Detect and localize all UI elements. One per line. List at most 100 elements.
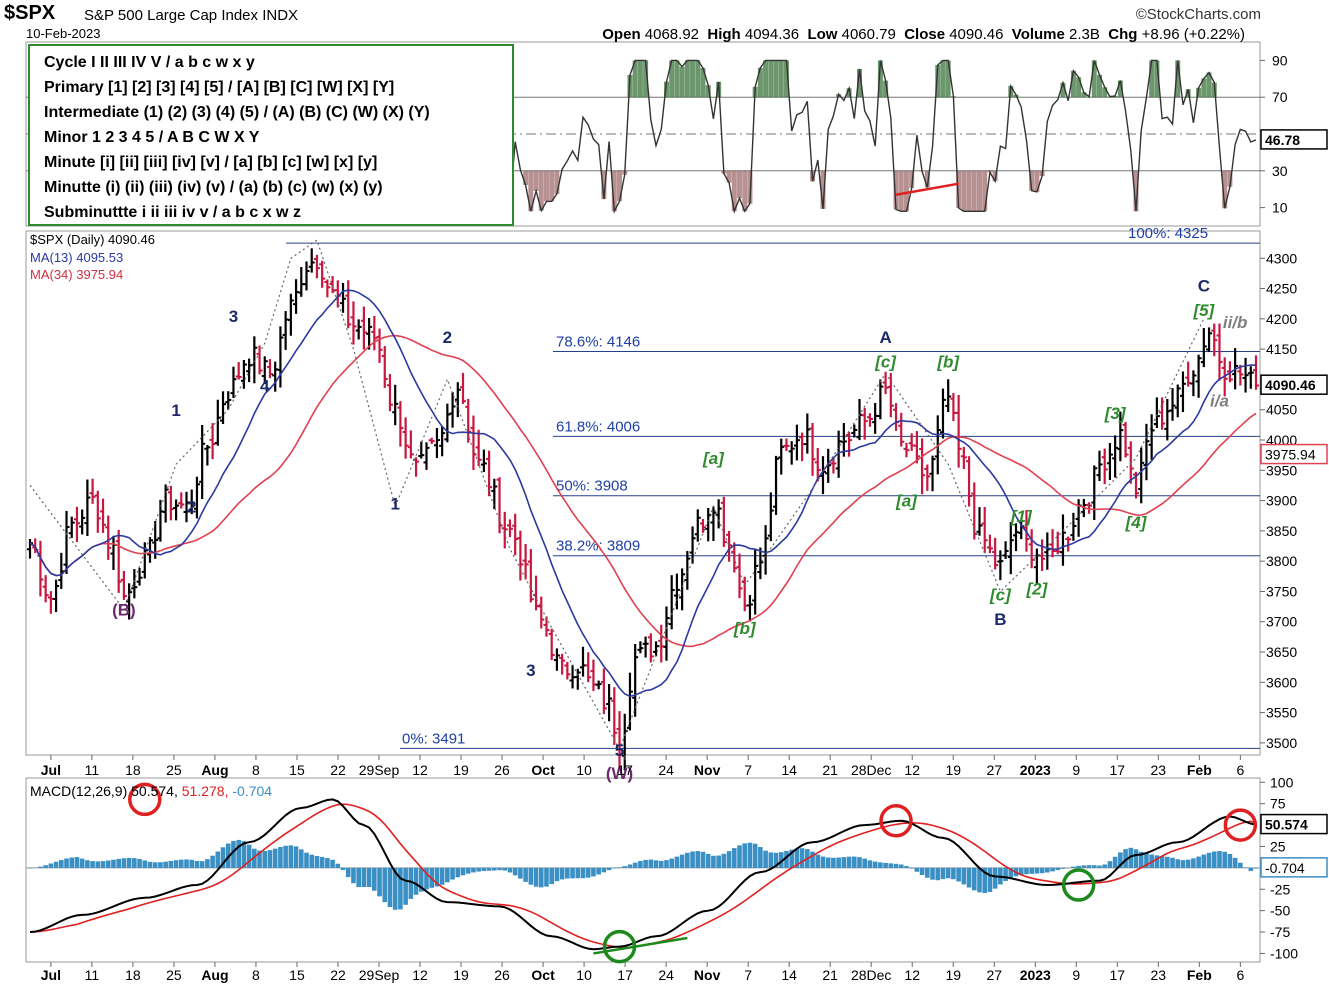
x-tick-label: 17 bbox=[1110, 762, 1126, 778]
x-tick-label: 29Sep bbox=[359, 762, 400, 778]
ma13-label: MA(13) 4095.53 bbox=[30, 250, 124, 265]
ohlc-bar bbox=[449, 392, 456, 428]
ohlc-bar bbox=[193, 476, 200, 519]
price-series-label: $SPX (Daily) 4090.46 bbox=[30, 232, 156, 247]
ohlc-bar bbox=[600, 668, 607, 715]
ohlc-bar bbox=[553, 648, 560, 671]
macd-histogram-bar bbox=[340, 867, 346, 871]
macd-histogram-bar bbox=[1232, 857, 1238, 868]
macd-histogram-bar bbox=[293, 846, 299, 868]
x-tick-label: 7 bbox=[744, 967, 752, 983]
x-tick-label: 17 bbox=[617, 762, 633, 778]
x-tick-label: 15 bbox=[289, 762, 305, 778]
x-tick-label: 23 bbox=[1151, 967, 1167, 983]
rsi-tick-label: 70 bbox=[1272, 89, 1288, 105]
macd-histogram-bar bbox=[752, 843, 758, 868]
macd-histogram-bar bbox=[439, 867, 445, 885]
ohlc-bar bbox=[79, 509, 86, 535]
macd-histogram-bar bbox=[1185, 859, 1191, 868]
ohlc-bar bbox=[392, 384, 399, 426]
x-tick-label: 28Dec bbox=[851, 967, 891, 983]
ohlc-bar bbox=[1122, 421, 1129, 458]
macd-histogram-bar bbox=[361, 867, 367, 888]
x-tick-label: 2023 bbox=[1020, 762, 1051, 778]
ohlc-bar bbox=[1237, 364, 1244, 386]
macd-histogram-bar bbox=[721, 853, 727, 868]
macd-histogram-bar bbox=[262, 850, 268, 868]
macd-histogram-bar bbox=[492, 867, 497, 871]
wave-label: B bbox=[994, 610, 1006, 629]
macd-histogram-bar bbox=[549, 867, 555, 885]
ohlc-bar bbox=[1253, 355, 1259, 390]
ohlc-bar bbox=[762, 525, 769, 575]
macd-histogram-bar bbox=[1086, 865, 1092, 868]
x-tick-label: 27 bbox=[986, 967, 1002, 983]
macd-histogram-bar bbox=[189, 859, 195, 868]
x-tick-label: 12 bbox=[412, 967, 428, 983]
macd-histogram-bar bbox=[961, 867, 967, 885]
macd-tick-label: 75 bbox=[1270, 796, 1286, 812]
x-tick-label: 15 bbox=[289, 967, 305, 983]
x-tick-label: Nov bbox=[694, 967, 721, 983]
macd-histogram-bar bbox=[210, 855, 215, 868]
ohlc-bar bbox=[814, 447, 821, 482]
x-tick-label: 22 bbox=[330, 762, 346, 778]
macd-histogram-bar bbox=[85, 860, 90, 868]
macd-histogram-bar bbox=[1222, 851, 1227, 868]
macd-histogram-bar bbox=[111, 859, 116, 868]
ohlc-bar bbox=[1211, 323, 1218, 357]
ohlc-bar bbox=[27, 539, 33, 559]
wave-label: 2 bbox=[443, 328, 452, 347]
x-tick-label: 7 bbox=[744, 762, 752, 778]
macd-histogram-bar bbox=[674, 856, 680, 868]
macd-histogram-bar bbox=[236, 839, 241, 868]
x-tick-label: Feb bbox=[1187, 762, 1212, 778]
ohlc-bar bbox=[324, 279, 331, 298]
macd-histogram-bar bbox=[716, 855, 721, 868]
wave-label: 1 bbox=[171, 401, 180, 420]
price-tick-label: 3900 bbox=[1266, 493, 1297, 509]
ohlc-bar bbox=[423, 442, 430, 470]
macd-histogram-bar bbox=[831, 857, 836, 868]
x-tick-label: 24 bbox=[658, 967, 674, 983]
x-tick-label: 8 bbox=[252, 967, 260, 983]
macd-histogram-bar bbox=[878, 862, 883, 868]
macd-histogram-bar bbox=[585, 867, 591, 878]
ma34-value-tag-box bbox=[1260, 443, 1328, 465]
rsi-tick-label: 90 bbox=[1272, 52, 1288, 68]
ohlc-bar bbox=[736, 553, 743, 599]
ohlc-bar bbox=[58, 552, 65, 590]
ohlc-bar bbox=[433, 428, 440, 459]
x-tick-label: Nov bbox=[694, 762, 721, 778]
macd-histogram-bar bbox=[987, 867, 993, 892]
macd-histogram-bar bbox=[38, 866, 43, 868]
macd-histogram-bar bbox=[726, 851, 732, 868]
ohlc-bar bbox=[945, 379, 952, 413]
ohlc-bar bbox=[684, 550, 691, 590]
x-tick-label: Oct bbox=[531, 967, 555, 983]
macd-histogram-bar bbox=[705, 853, 711, 868]
macd-histogram-bar bbox=[768, 852, 774, 868]
macd-histogram-bar bbox=[690, 851, 695, 868]
ohlc-bar bbox=[235, 362, 242, 380]
ohlc-bar bbox=[272, 361, 279, 392]
ohlc-bar bbox=[220, 391, 227, 425]
ohlc-bar bbox=[47, 591, 54, 614]
price-tick-label: 3650 bbox=[1266, 644, 1297, 660]
macd-histogram-bar bbox=[372, 867, 377, 891]
fib-level-label: 78.6%: 4146 bbox=[556, 334, 640, 351]
wave-label: A bbox=[879, 328, 891, 347]
x-tick-label: 11 bbox=[85, 967, 100, 983]
macd-histogram-bar bbox=[601, 867, 607, 873]
ohlc-bar bbox=[960, 446, 967, 469]
macd-histogram-bar bbox=[883, 862, 888, 868]
macd-histogram-bar bbox=[1097, 865, 1102, 868]
macd-histogram-bar bbox=[580, 867, 586, 879]
macd-tick-label: 100 bbox=[1270, 774, 1294, 790]
ohlc-bar bbox=[720, 496, 727, 547]
macd-value-tag-box bbox=[1260, 813, 1328, 835]
ohlc-bar bbox=[63, 510, 70, 575]
legend-minor: Minor 1 2 3 4 5 / A B C W X Y bbox=[44, 129, 260, 146]
macd-histogram-bar bbox=[434, 867, 440, 887]
ohlc-bar bbox=[986, 534, 993, 554]
